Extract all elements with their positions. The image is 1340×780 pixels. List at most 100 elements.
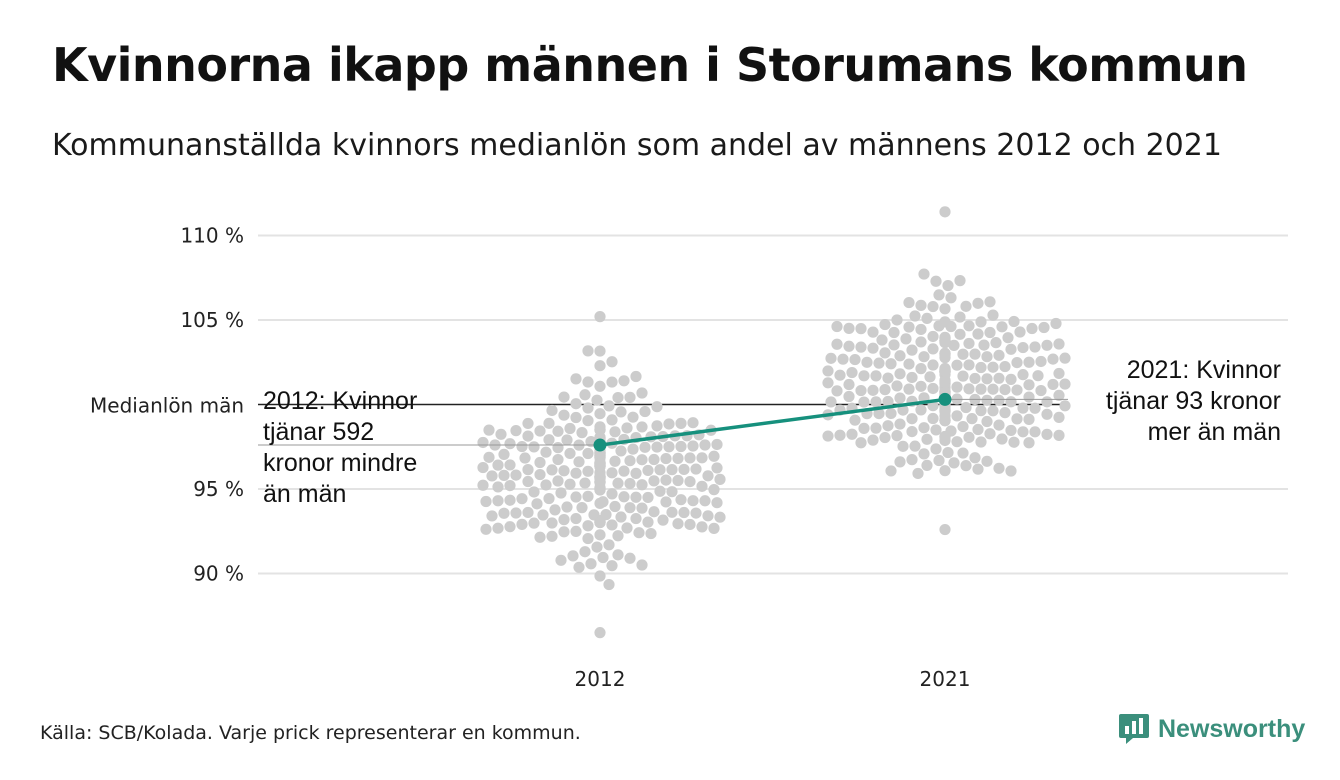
municipality-dot	[927, 330, 939, 343]
municipality-dot	[1014, 326, 1026, 338]
municipality-dot	[567, 550, 579, 562]
municipality-dot	[957, 447, 969, 459]
y-axis-ticks: 90 % 95 % 105 % 110 %	[180, 224, 244, 586]
municipality-dot	[897, 440, 909, 452]
municipality-dot	[492, 481, 504, 493]
municipality-dot	[663, 441, 675, 453]
municipality-dot	[624, 477, 636, 490]
municipality-dot	[831, 320, 843, 333]
municipality-dot	[582, 415, 594, 427]
municipality-dot	[894, 368, 906, 380]
municipality-dot	[993, 419, 1005, 431]
municipality-dot	[957, 420, 969, 433]
brand-logo[interactable]: Newsworthy	[1118, 712, 1305, 746]
municipality-dot	[957, 370, 969, 382]
municipality-dot	[906, 454, 918, 466]
municipality-dot	[846, 428, 858, 440]
municipality-dot	[477, 461, 489, 474]
municipality-dot	[1029, 341, 1041, 353]
municipality-dot	[1002, 332, 1014, 344]
reference-line-label: Medianlön män	[90, 394, 244, 418]
municipality-dot	[585, 558, 597, 570]
municipality-dot	[984, 428, 996, 440]
municipality-dot	[615, 511, 627, 523]
municipality-dot	[594, 380, 606, 392]
municipality-dot	[1023, 379, 1035, 391]
municipality-dot	[672, 474, 684, 487]
municipality-dot	[516, 493, 528, 505]
municipality-dot	[987, 361, 999, 373]
municipality-dot	[510, 507, 522, 519]
municipality-dot	[975, 383, 987, 395]
municipality-dot	[924, 371, 936, 383]
municipality-dot	[939, 347, 951, 359]
municipality-dot	[885, 465, 897, 477]
municipality-dot	[894, 456, 906, 468]
municipality-dot	[624, 455, 636, 467]
municipality-dot	[996, 433, 1008, 445]
municipality-dot	[708, 450, 720, 462]
municipality-dot	[492, 495, 504, 507]
municipality-dot	[627, 443, 639, 455]
municipality-dot	[675, 417, 687, 429]
municipality-dot	[903, 321, 915, 333]
municipality-dot	[690, 463, 702, 475]
municipality-dot	[963, 337, 975, 350]
municipality-dot	[987, 309, 999, 321]
municipality-dot	[594, 408, 606, 420]
municipality-dot	[675, 494, 687, 506]
municipality-dot	[834, 369, 846, 381]
highlight-point[interactable]	[593, 438, 607, 452]
municipality-dot	[504, 459, 516, 471]
municipality-dot	[582, 490, 594, 502]
municipality-dot	[516, 518, 528, 530]
municipality-dot	[528, 441, 540, 453]
municipality-dot	[954, 311, 966, 323]
municipality-dot	[975, 361, 987, 374]
municipality-dot	[891, 380, 903, 392]
annotation-line: 2012: Kvinnor	[263, 387, 417, 415]
highlight-point[interactable]	[938, 392, 952, 406]
municipality-dot	[948, 339, 960, 351]
municipality-dot	[699, 439, 711, 451]
municipality-dot	[1011, 413, 1023, 425]
municipality-dot	[504, 494, 516, 506]
municipality-dot	[552, 425, 564, 437]
municipality-dot	[960, 300, 972, 312]
municipality-dot	[951, 410, 963, 422]
municipality-dot	[708, 522, 720, 534]
municipality-dot	[888, 339, 900, 351]
municipality-dot	[918, 268, 930, 280]
municipality-dot	[480, 495, 492, 508]
municipality-dot	[714, 473, 726, 485]
municipality-dot	[678, 506, 690, 519]
y-tick-label: 105 %	[180, 308, 244, 332]
annotation-2012: 2012: Kvinnor tjänar 592 kronor mindre än m…	[263, 387, 417, 508]
municipality-dot	[558, 465, 570, 477]
municipality-dot	[900, 333, 912, 345]
municipality-dot	[972, 463, 984, 475]
municipality-dot	[990, 337, 1002, 349]
municipality-dot	[867, 326, 879, 338]
municipality-dot	[666, 464, 678, 476]
municipality-dot	[684, 518, 696, 531]
municipality-dot	[714, 511, 726, 523]
municipality-dot	[921, 459, 933, 472]
municipality-dot	[1059, 400, 1071, 412]
municipality-dot	[933, 289, 945, 301]
municipality-dot	[573, 561, 585, 573]
municipality-dot	[1053, 389, 1065, 402]
municipality-dot	[969, 348, 981, 360]
municipality-dot	[1053, 429, 1065, 441]
municipality-dot	[594, 484, 606, 496]
municipality-dot	[849, 414, 861, 426]
municipality-dot	[570, 491, 582, 503]
municipality-dot	[558, 526, 570, 538]
brand-name: Newsworthy	[1158, 714, 1306, 743]
municipality-dot	[960, 460, 972, 472]
annotation-line: tjänar 592	[263, 418, 374, 446]
municipality-dot	[603, 400, 615, 412]
municipality-dot	[564, 422, 576, 435]
x-axis-ticks: 2012 2021	[575, 667, 971, 691]
municipality-dot	[1041, 339, 1053, 351]
